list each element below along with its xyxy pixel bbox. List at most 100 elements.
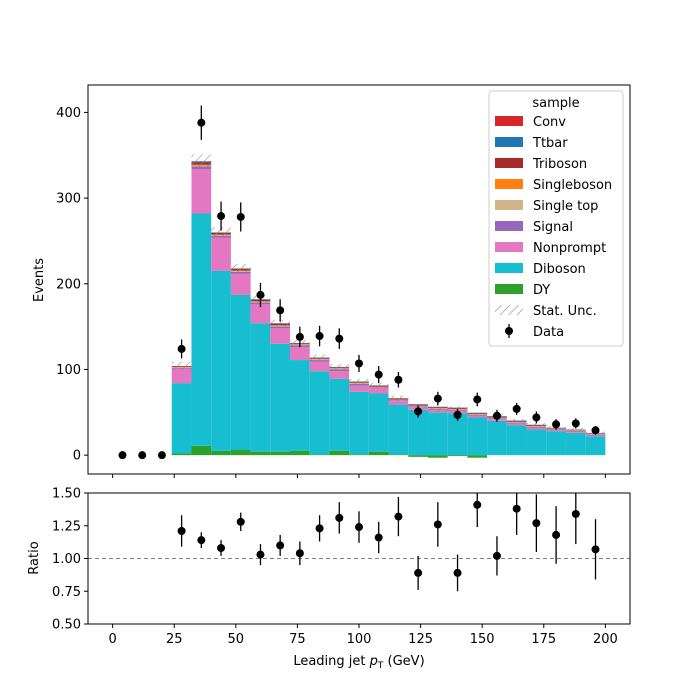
- bar-segment: [171, 368, 192, 384]
- data-point: [512, 404, 521, 413]
- bar-segment: [329, 450, 350, 456]
- legend-label: Data: [533, 325, 564, 340]
- legend-swatch: [495, 263, 523, 273]
- stat-unc-band: [565, 427, 586, 432]
- bar-segment: [230, 271, 251, 274]
- ratio-points: [177, 493, 600, 592]
- bar-segment: [230, 450, 251, 456]
- legend-swatch: [495, 200, 523, 210]
- data-point: [157, 451, 166, 460]
- y-tick-label: 300: [56, 192, 81, 207]
- bar-segment: [526, 427, 547, 430]
- stat-unc-band: [270, 319, 291, 327]
- ratio-point: [552, 530, 561, 539]
- bar-segment: [250, 451, 271, 456]
- ratio-point: [512, 504, 521, 513]
- ratio-point: [276, 541, 285, 550]
- bar-segment: [211, 270, 231, 451]
- data-point: [177, 344, 186, 353]
- bar-segment: [309, 361, 330, 372]
- bar-segment: [526, 426, 547, 428]
- data-point: [492, 411, 501, 420]
- bar-segment: [467, 455, 488, 458]
- bar-segment: [329, 371, 350, 379]
- bar-segment: [585, 436, 606, 456]
- legend-label: Conv: [533, 115, 566, 130]
- bar-segment: [230, 294, 251, 451]
- x-tick-label: 75: [289, 632, 306, 647]
- bar-segment: [565, 432, 586, 456]
- legend-swatch: [495, 242, 523, 252]
- ratio-panel: 0.50 0.75 1.00 1.25 1.50 0 25 50 75 100 125 150 175…: [27, 487, 631, 671]
- ratio-y-axis-label: Ratio: [27, 541, 42, 574]
- bar-segment: [546, 429, 566, 431]
- bar-segment: [506, 425, 527, 456]
- legend-swatch-unc: [495, 305, 523, 315]
- bar-segment: [270, 326, 291, 329]
- ratio-point: [217, 544, 226, 553]
- ratio-x-ticks: 0 25 50 75 100 125 150 175 200: [108, 624, 618, 647]
- bar-segment: [329, 378, 350, 451]
- data-point: [571, 419, 580, 428]
- ratio-point: [355, 523, 363, 532]
- ratio-y-tick-label: 1.25: [52, 519, 81, 534]
- stat-unc-band: [526, 423, 547, 427]
- x-tick-label: 50: [228, 632, 245, 647]
- bar-segment: [487, 420, 507, 456]
- bar-segment: [546, 431, 566, 456]
- bar-segment: [349, 391, 369, 455]
- legend-label: Stat. Unc.: [533, 304, 597, 319]
- ratio-point: [177, 526, 186, 535]
- bar-segment: [250, 304, 271, 324]
- data-point: [394, 375, 403, 384]
- stat-unc-band: [211, 227, 231, 238]
- bar-segment: [290, 360, 310, 451]
- ratio-point: [315, 524, 324, 533]
- y-tick-label: 0: [73, 449, 81, 464]
- bar-segment: [388, 454, 409, 456]
- stat-unc-band: [171, 361, 192, 371]
- x-tick-label: 200: [593, 632, 618, 647]
- stat-unc-band: [388, 395, 409, 401]
- ratio-point: [492, 551, 501, 560]
- bar-segment: [467, 417, 488, 456]
- data-point: [552, 420, 561, 429]
- stat-unc-band: [329, 363, 350, 370]
- legend-swatch: [495, 158, 523, 168]
- stat-unc-band: [349, 378, 369, 385]
- data-point: [473, 395, 482, 404]
- bar-segment: [388, 401, 409, 405]
- data-point: [217, 212, 226, 221]
- data-point: [138, 451, 147, 460]
- bar-segment: [329, 369, 350, 372]
- data-point: [197, 118, 206, 127]
- ratio-point: [335, 513, 344, 522]
- bar-segment: [427, 412, 448, 456]
- bar-segment: [427, 455, 448, 458]
- bar-segment: [565, 432, 586, 433]
- y-tick-label: 400: [56, 106, 81, 121]
- x-axis-label: Leading jet pT (GeV): [293, 654, 424, 671]
- ratio-point: [591, 545, 600, 554]
- legend-label: DY: [533, 283, 550, 298]
- bar-segment: [447, 455, 468, 457]
- data-point: [295, 332, 304, 341]
- bar-segment: [506, 423, 527, 426]
- ratio-point: [433, 520, 442, 529]
- bar-segment: [349, 454, 369, 456]
- bar-segment: [585, 434, 606, 436]
- main-y-ticks: 0 100 200 300 400: [56, 106, 88, 464]
- bar-segment: [191, 213, 212, 446]
- ratio-point: [236, 517, 245, 526]
- stat-unc-band: [447, 406, 468, 411]
- main-x-ticks: [112, 474, 606, 478]
- legend-label: Triboson: [532, 157, 587, 172]
- ratio-point: [374, 533, 383, 542]
- y-tick-label: 100: [56, 363, 81, 378]
- data-point: [315, 332, 324, 341]
- legend-swatch: [495, 137, 523, 147]
- bar-segment: [368, 451, 389, 456]
- ratio-point: [473, 500, 482, 509]
- bar-segment: [349, 384, 369, 386]
- ratio-point: [295, 549, 304, 558]
